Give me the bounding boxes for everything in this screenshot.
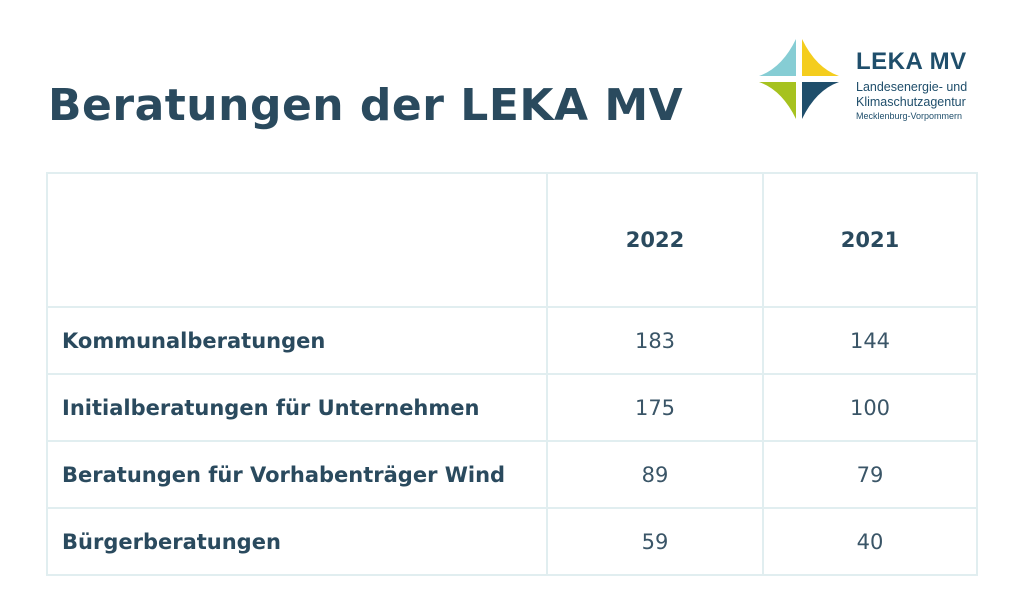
logo-quadrant-light-blue xyxy=(759,39,796,76)
table-row: Beratungen für Vorhabenträger Wind 89 79 xyxy=(46,440,978,509)
logo-quadrant-yellow xyxy=(802,39,839,76)
cell-value-2022: 175 xyxy=(546,373,764,442)
leka-mv-logo: LEKA MV Landesenergie- und Klimaschutzag… xyxy=(752,34,992,126)
logo-subtitle-line-2: Klimaschutzagentur xyxy=(856,95,966,109)
logo-quadrant-dark-blue xyxy=(802,82,839,119)
logo-subtitle-line-3: Mecklenburg-Vorpommern xyxy=(856,111,963,121)
cell-value-2022: 59 xyxy=(546,507,764,576)
header-year-2021: 2021 xyxy=(762,172,978,308)
row-label: Kommunalberatungen xyxy=(46,306,548,375)
cell-value-2022: 183 xyxy=(546,306,764,375)
table-row: Initialberatungen für Unternehmen 175 10… xyxy=(46,373,978,442)
leka-star-logo-icon xyxy=(759,39,839,119)
cell-value-2022: 89 xyxy=(546,440,764,509)
logo-quadrant-green xyxy=(759,82,796,119)
header-label-column xyxy=(46,172,548,308)
consultations-table: 2022 2021 Kommunalberatungen 183 144 Ini… xyxy=(46,172,978,576)
logo-subtitle-line-1: Landesenergie- und xyxy=(856,80,968,94)
logo-brand: LEKA MV xyxy=(856,48,967,75)
table-header-row: 2022 2021 xyxy=(46,172,978,308)
row-label: Initialberatungen für Unternehmen xyxy=(46,373,548,442)
cell-value-2021: 144 xyxy=(762,306,978,375)
page-title: Beratungen der LEKA MV xyxy=(48,80,684,131)
row-label: Bürgerberatungen xyxy=(46,507,548,576)
cell-value-2021: 40 xyxy=(762,507,978,576)
cell-value-2021: 79 xyxy=(762,440,978,509)
header-year-2022: 2022 xyxy=(546,172,764,308)
row-label: Beratungen für Vorhabenträger Wind xyxy=(46,440,548,509)
table-row: Kommunalberatungen 183 144 xyxy=(46,306,978,375)
table-row: Bürgerberatungen 59 40 xyxy=(46,507,978,576)
cell-value-2021: 100 xyxy=(762,373,978,442)
